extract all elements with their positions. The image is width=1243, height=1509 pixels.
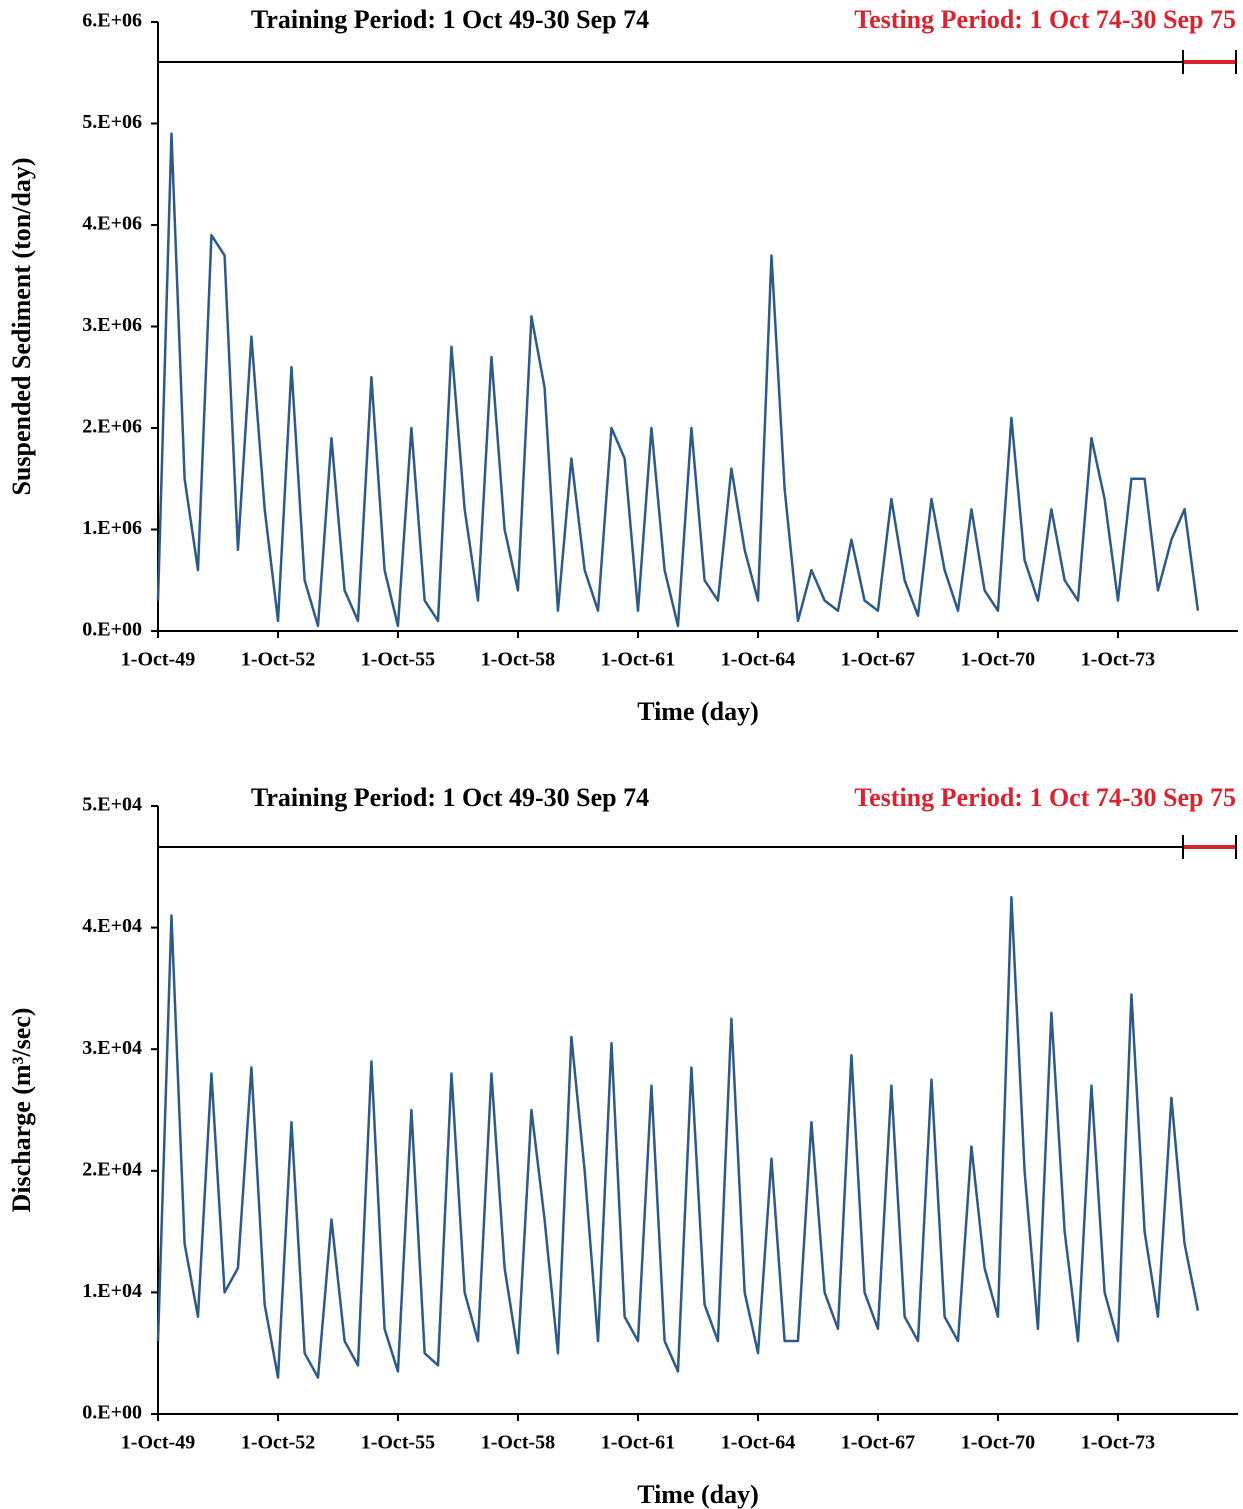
x-tick-label: 1-Oct-67 xyxy=(841,649,915,671)
period-annotation: Training Period: 1 Oct 49-30 Sep 74 xyxy=(251,783,649,812)
x-tick-label: 1-Oct-70 xyxy=(961,649,1035,671)
x-axis-title: Time (day) xyxy=(637,1480,759,1509)
y-tick-label: 4.E+06 xyxy=(82,213,142,235)
data-line xyxy=(156,132,1200,628)
x-tick-label: 1-Oct-64 xyxy=(721,1432,795,1454)
y-tick-label: 1.E+04 xyxy=(82,1280,142,1302)
y-tick-label: 0.E+00 xyxy=(82,1402,142,1424)
period-annotation: Testing Period: 1 Oct 74-30 Sep 75 xyxy=(854,5,1236,34)
y-tick-label: 3.E+04 xyxy=(82,1037,142,1059)
y-tick-label: 1.E+06 xyxy=(82,517,142,539)
x-tick-label: 1-Oct-49 xyxy=(121,1432,195,1454)
y-axis-title: Discharge (m³/sec) xyxy=(7,1008,36,1213)
x-tick-label: 1-Oct-49 xyxy=(121,649,195,671)
y-tick-label: 0.E+00 xyxy=(82,619,142,641)
y-tick-label: 4.E+04 xyxy=(82,915,142,937)
x-tick-label: 1-Oct-52 xyxy=(241,1432,315,1454)
y-axis-title: Suspended Sediment (ton/day) xyxy=(7,157,36,495)
x-tick-label: 1-Oct-52 xyxy=(241,649,315,671)
period-annotation: Testing Period: 1 Oct 74-30 Sep 75 xyxy=(854,783,1236,812)
x-tick-label: 1-Oct-61 xyxy=(601,649,675,671)
y-tick-label: 2.E+04 xyxy=(82,1158,142,1180)
y-tick-label: 2.E+06 xyxy=(82,416,142,438)
period-annotation: Training Period: 1 Oct 49-30 Sep 74 xyxy=(251,5,649,34)
x-tick-label: 1-Oct-73 xyxy=(1081,1432,1155,1454)
x-tick-label: 1-Oct-61 xyxy=(601,1432,675,1454)
data-line xyxy=(156,895,1200,1379)
x-tick-label: 1-Oct-73 xyxy=(1081,649,1155,671)
y-tick-label: 3.E+06 xyxy=(82,314,142,336)
y-tick-label: 6.E+06 xyxy=(82,10,142,32)
x-tick-label: 1-Oct-58 xyxy=(481,1432,555,1454)
y-tick-label: 5.E+06 xyxy=(82,111,142,133)
x-tick-label: 1-Oct-55 xyxy=(361,1432,435,1454)
x-tick-label: 1-Oct-67 xyxy=(841,1432,915,1454)
x-tick-label: 1-Oct-70 xyxy=(961,1432,1035,1454)
y-tick-label: 5.E+04 xyxy=(82,794,142,816)
x-axis-title: Time (day) xyxy=(637,697,759,726)
x-tick-label: 1-Oct-55 xyxy=(361,649,435,671)
x-tick-label: 1-Oct-64 xyxy=(721,649,795,671)
x-tick-label: 1-Oct-58 xyxy=(481,649,555,671)
